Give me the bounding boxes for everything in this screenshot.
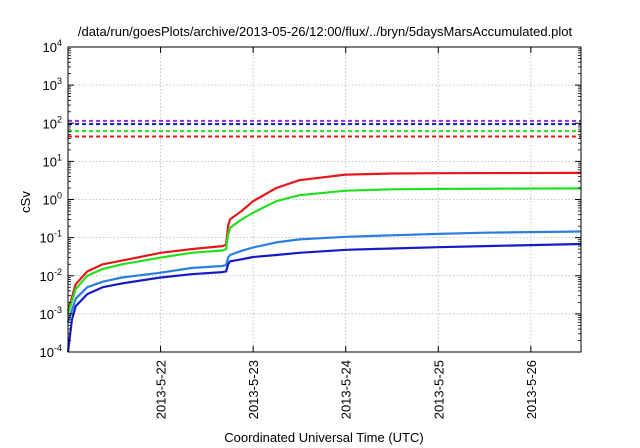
y-tick-base: 10 xyxy=(40,345,54,360)
y-tick-base: 10 xyxy=(40,269,54,284)
y-tick-label: 100 xyxy=(43,191,62,208)
y-tick-label: 104 xyxy=(43,38,62,55)
y-tick-label: 101 xyxy=(43,152,62,169)
x-tick-label: 2013-5-25 xyxy=(431,360,446,419)
y-tick-exponent: -3 xyxy=(54,305,62,315)
y-tick-base: 10 xyxy=(40,231,54,246)
y-tick-exponent: -2 xyxy=(54,267,62,277)
x-tick-label: 2013-5-24 xyxy=(339,360,354,419)
y-tick-exponent: 4 xyxy=(57,38,62,48)
y-tick-label: 10-2 xyxy=(40,267,62,284)
threshold-lines xyxy=(68,119,581,138)
y-tick-base: 10 xyxy=(43,78,57,93)
y-tick-base: 10 xyxy=(43,40,57,55)
grid xyxy=(68,47,581,352)
x-tick-label: 2013-5-26 xyxy=(524,360,539,419)
y-tick-exponent: 3 xyxy=(57,76,62,86)
y-axis-label: cSv xyxy=(18,191,33,213)
x-tick-labels: 2013-5-22 2013-5-23 2013-5-24 2013-5-25 2013… xyxy=(154,360,539,419)
y-tick-label: 10-1 xyxy=(40,229,62,246)
series-line xyxy=(66,187,582,315)
y-tick-exponent: 0 xyxy=(57,191,62,201)
series-line xyxy=(66,242,582,353)
chart-title: /data/run/goesPlots/archive/2013-05-26/1… xyxy=(78,24,573,39)
series-lines xyxy=(66,171,582,353)
x-tick-label: 2013-5-23 xyxy=(246,360,261,419)
y-tick-label: 102 xyxy=(43,114,62,131)
y-tick-exponent: -1 xyxy=(54,229,62,239)
x-axis-label: Coordinated Universal Time (UTC) xyxy=(224,430,423,445)
y-tick-base: 10 xyxy=(40,307,54,322)
y-tick-exponent: 2 xyxy=(57,114,62,124)
y-tick-exponent: 1 xyxy=(57,152,62,162)
y-tick-label: 10-4 xyxy=(40,343,62,360)
y-tick-base: 10 xyxy=(43,193,57,208)
x-tick-label: 2013-5-22 xyxy=(154,360,169,419)
y-tick-base: 10 xyxy=(43,116,57,131)
axis-ticks xyxy=(68,46,581,353)
y-tick-label: 103 xyxy=(43,76,62,93)
y-tick-base: 10 xyxy=(43,154,57,169)
series-line xyxy=(66,171,582,312)
y-tick-exponent: -4 xyxy=(54,343,62,353)
y-tick-label: 10-3 xyxy=(40,305,62,322)
series-line xyxy=(66,230,582,323)
